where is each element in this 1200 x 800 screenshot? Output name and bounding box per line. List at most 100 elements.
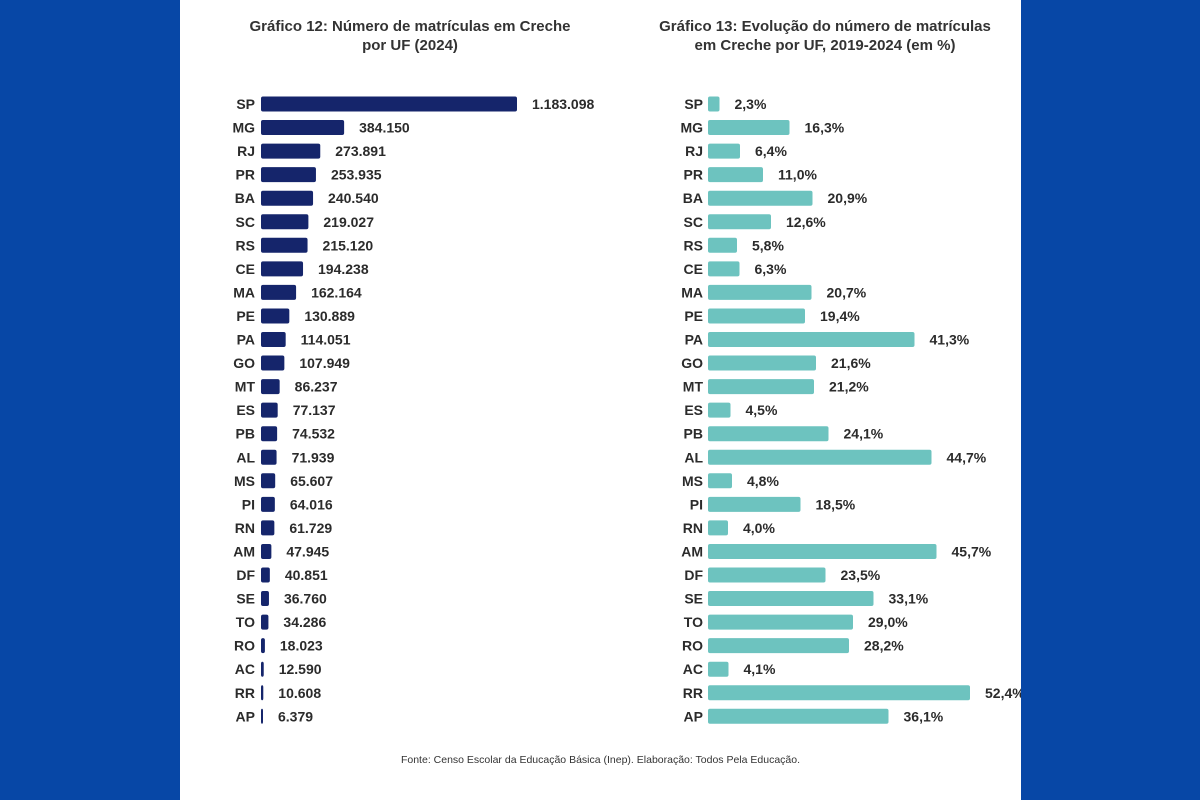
report-panel: Gráfico 12: Número de matrículas em Crec… <box>180 0 1021 800</box>
chart-13-category-label: PB <box>684 426 703 442</box>
chart-12-value-label: 162.164 <box>311 284 362 300</box>
chart-12-value-label: 77.137 <box>293 402 336 418</box>
chart-13-category-label: AP <box>684 708 703 724</box>
chart-12-value-label: 273.891 <box>335 143 386 159</box>
chart-13-bar <box>708 308 805 324</box>
chart-12-bar <box>261 520 275 536</box>
chart-12-category-label: MT <box>235 379 256 395</box>
chart-12-category-label: RN <box>235 520 255 536</box>
chart-13-value-label: 44,7% <box>947 449 987 465</box>
chart-12-bar <box>261 473 276 489</box>
chart-13-bar <box>708 520 728 536</box>
chart-13-bar <box>708 167 763 183</box>
chart-13-category-label: DF <box>684 567 703 583</box>
chart-13-bar <box>708 237 737 253</box>
chart-12-value-label: 130.889 <box>304 308 355 324</box>
chart-13-bar <box>708 402 731 418</box>
chart-13-bar <box>708 708 889 724</box>
chart-12-category-label: AL <box>236 449 255 465</box>
chart-12-category-label: CE <box>236 261 255 277</box>
chart-13-category-label: SE <box>684 591 703 607</box>
chart-13-value-label: 24,1% <box>844 426 884 442</box>
chart-12-value-label: 34.286 <box>283 614 326 630</box>
chart-12-value-label: 194.238 <box>318 261 369 277</box>
chart-12-bar <box>261 543 272 559</box>
chart-12-bar <box>261 591 269 607</box>
chart-12-title: Gráfico 12: Número de matrículas em Crec… <box>249 18 571 54</box>
chart-12-category-label: RS <box>236 237 255 253</box>
chart-13-bar <box>708 332 915 347</box>
chart-12-bar <box>261 261 304 277</box>
chart-13-category-label: MG <box>680 120 703 136</box>
chart-12-value-label: 253.935 <box>331 167 382 183</box>
chart-12-value-label: 65.607 <box>290 473 333 489</box>
chart-12-value-label: 47.945 <box>286 543 329 559</box>
chart-13-bar <box>708 284 812 300</box>
chart-13-bar <box>708 261 740 277</box>
chart-12-bar <box>261 96 517 112</box>
chart-13-category-label: RS <box>684 237 703 253</box>
chart-13-category-label: AL <box>684 449 703 465</box>
chart-13-bar <box>708 685 970 701</box>
chart-13-category-label: PR <box>684 167 703 183</box>
chart-12-value-label: 114.051 <box>301 332 351 348</box>
chart-12-category-label: PI <box>242 496 255 512</box>
chart-12-value-label: 215.120 <box>323 237 374 253</box>
chart-12-category-label: AM <box>233 543 255 559</box>
chart-12-category-label: AP <box>236 708 255 724</box>
chart-13-value-label: 6,3% <box>755 261 787 277</box>
chart-12-category-label: PB <box>236 426 255 442</box>
chart-13-bar <box>708 661 729 677</box>
chart-12-category-label: BA <box>235 190 255 206</box>
chart-12-bar <box>261 449 277 465</box>
chart-13-value-label: 5,8% <box>752 237 784 253</box>
chart-13-category-label: RR <box>683 685 703 701</box>
chart-13-bar <box>708 496 801 512</box>
chart-13-value-label: 29,0% <box>868 614 908 630</box>
chart-13-value-label: 4,0% <box>743 520 775 536</box>
chart-12-value-label: 107.949 <box>299 355 350 371</box>
chart-12-value-label: 384.150 <box>359 120 410 136</box>
chart-12-category-label: RO <box>234 638 255 654</box>
chart-13-value-label: 28,2% <box>864 638 904 654</box>
chart-12-category-label: PA <box>237 332 255 348</box>
chart-13-bar <box>708 120 790 136</box>
chart-12-bar <box>261 332 286 347</box>
chart-13-value-label: 16,3% <box>805 120 845 136</box>
chart-13-category-label: GO <box>681 355 703 371</box>
chart-12-bar <box>261 308 290 324</box>
chart-13-category-label: BA <box>683 190 703 206</box>
chart-12-value-label: 61.729 <box>289 520 332 536</box>
chart-13-category-label: RN <box>683 520 703 536</box>
chart-12-bar <box>261 237 308 253</box>
chart-13-bar <box>708 543 937 559</box>
chart-12-category-label: MA <box>233 284 255 300</box>
chart-13-category-label: CE <box>684 261 703 277</box>
chart-13-bar <box>708 426 829 442</box>
chart-12-category-label: AC <box>235 661 255 677</box>
chart-12-bar <box>261 496 275 512</box>
chart-13-bar <box>708 591 874 607</box>
chart-12-bar <box>261 685 264 701</box>
chart-12-category-label: GO <box>233 355 255 371</box>
chart-13-value-label: 20,9% <box>828 190 868 206</box>
chart-13-value-label: 33,1% <box>889 591 929 607</box>
chart-12-bar <box>261 167 316 183</box>
chart-13-value-label: 12,6% <box>786 214 826 230</box>
chart-13-value-label: 4,5% <box>746 402 778 418</box>
chart-13-title: Gráfico 13: Evolução do número de matríc… <box>659 18 991 54</box>
chart-12-bar <box>261 379 280 395</box>
chart-13-value-label: 45,7% <box>952 543 992 559</box>
chart-13-category-label: PE <box>684 308 703 324</box>
chart-13-category-label: RO <box>682 638 703 654</box>
chart-13-value-label: 19,4% <box>820 308 860 324</box>
chart-12-bar <box>261 661 264 677</box>
chart-12-bar <box>261 708 263 724</box>
chart-13-category-label: TO <box>684 614 703 630</box>
chart-12-category-label: SE <box>236 591 255 607</box>
chart-13-bar <box>708 355 816 371</box>
chart-13-category-label: MA <box>681 284 703 300</box>
chart-13-bar <box>708 473 732 489</box>
chart-13-value-label: 52,4% <box>985 685 1021 701</box>
chart-13-category-label: AM <box>681 543 703 559</box>
